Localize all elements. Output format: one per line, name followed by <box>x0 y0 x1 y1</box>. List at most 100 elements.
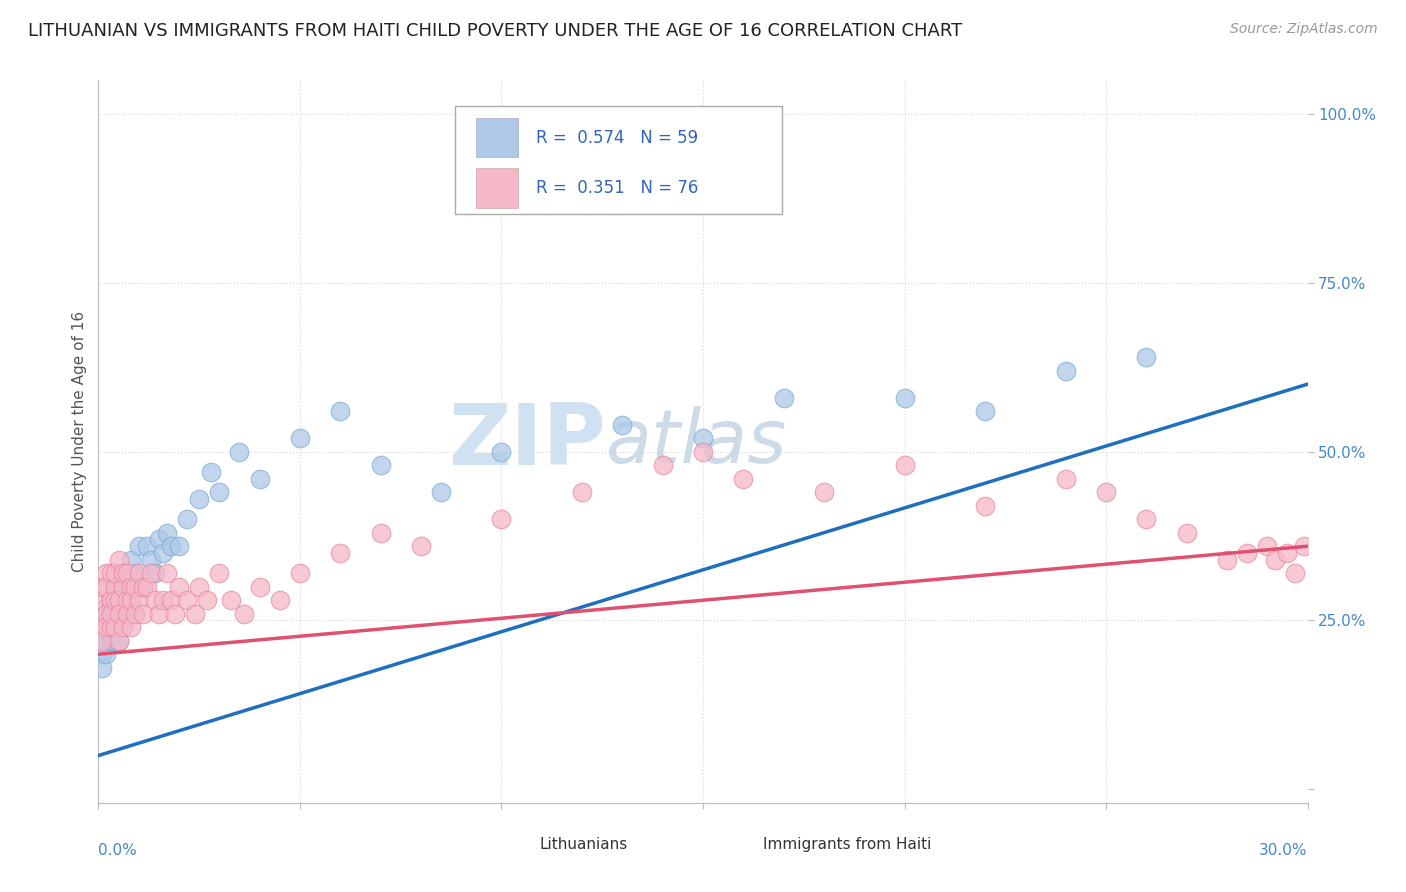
Point <box>160 593 183 607</box>
Point <box>132 580 155 594</box>
Point <box>1277 546 1299 560</box>
Point <box>128 593 150 607</box>
Text: 0.0%: 0.0% <box>98 843 138 857</box>
Point <box>120 580 142 594</box>
Point <box>107 580 129 594</box>
Point <box>91 593 114 607</box>
Point <box>107 552 129 566</box>
Point <box>103 566 125 581</box>
Point <box>188 580 211 594</box>
Point <box>288 566 311 581</box>
Point <box>124 566 146 581</box>
Point <box>100 614 122 628</box>
Point <box>100 593 122 607</box>
Point <box>156 525 179 540</box>
Point <box>733 472 755 486</box>
Point <box>200 465 222 479</box>
Point <box>120 593 142 607</box>
Point <box>124 607 146 621</box>
Point <box>329 404 352 418</box>
Point <box>91 620 114 634</box>
Point <box>208 485 231 500</box>
Point <box>91 580 114 594</box>
Point <box>91 620 114 634</box>
Point <box>167 580 190 594</box>
Point <box>430 485 453 500</box>
Point <box>152 546 174 560</box>
Point <box>249 580 271 594</box>
Point <box>124 580 146 594</box>
Point <box>1054 364 1077 378</box>
Point <box>111 614 134 628</box>
Text: Lithuanians: Lithuanians <box>540 838 628 852</box>
Point <box>96 620 118 634</box>
Point <box>184 607 207 621</box>
Point <box>1284 566 1306 581</box>
Point <box>91 647 114 661</box>
Point <box>370 458 392 472</box>
Point <box>813 485 835 500</box>
Text: atlas: atlas <box>606 406 787 477</box>
Point <box>107 607 129 621</box>
Point <box>329 546 352 560</box>
Point <box>100 607 122 621</box>
Point <box>692 444 714 458</box>
Point <box>115 566 138 581</box>
Point <box>208 566 231 581</box>
Point <box>96 620 118 634</box>
Point <box>103 593 125 607</box>
Point <box>100 633 122 648</box>
Point <box>128 566 150 581</box>
Point <box>103 633 125 648</box>
Text: 30.0%: 30.0% <box>1260 843 1308 857</box>
Point <box>612 417 634 432</box>
Text: Immigrants from Haiti: Immigrants from Haiti <box>763 838 932 852</box>
Point <box>107 633 129 648</box>
Point <box>100 593 122 607</box>
Point <box>143 593 166 607</box>
FancyBboxPatch shape <box>456 105 782 214</box>
Point <box>96 607 118 621</box>
Point <box>1292 539 1315 553</box>
Point <box>111 566 134 581</box>
Point <box>111 566 134 581</box>
Point <box>571 485 593 500</box>
Point <box>132 607 155 621</box>
Point <box>772 391 794 405</box>
Point <box>491 444 513 458</box>
Point <box>111 580 134 594</box>
Point <box>974 499 997 513</box>
Point <box>269 593 291 607</box>
Point <box>148 607 170 621</box>
Point <box>491 512 513 526</box>
Point <box>195 593 218 607</box>
Text: ZIP: ZIP <box>449 400 606 483</box>
Point <box>96 633 118 648</box>
Point <box>139 566 162 581</box>
FancyBboxPatch shape <box>475 169 517 208</box>
Point <box>96 599 118 614</box>
Point <box>167 539 190 553</box>
Point <box>152 593 174 607</box>
Point <box>120 620 142 634</box>
Point <box>107 593 129 607</box>
Point <box>103 580 125 594</box>
Point <box>893 458 915 472</box>
Point <box>1095 485 1118 500</box>
Point <box>163 607 186 621</box>
Y-axis label: Child Poverty Under the Age of 16: Child Poverty Under the Age of 16 <box>72 311 87 572</box>
Point <box>124 607 146 621</box>
Point <box>692 431 714 445</box>
Point <box>232 607 254 621</box>
Point <box>1264 552 1286 566</box>
Point <box>132 580 155 594</box>
Point <box>107 614 129 628</box>
Point <box>100 566 122 581</box>
Point <box>103 607 125 621</box>
FancyBboxPatch shape <box>498 834 531 855</box>
Point <box>176 593 198 607</box>
Point <box>91 661 114 675</box>
Point <box>139 552 162 566</box>
Point <box>409 539 432 553</box>
Text: R =  0.574   N = 59: R = 0.574 N = 59 <box>536 128 699 146</box>
